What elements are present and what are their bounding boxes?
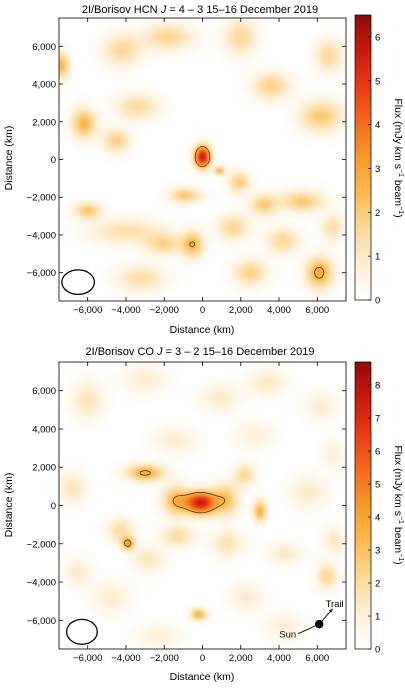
x-axis-label: Distance (km) [170,324,235,336]
x-tick-label: −6,000 [73,305,102,316]
colorbar-tick-label: 5 [375,76,380,87]
y-axis-label: Distance (km) [3,473,15,538]
colorbar-label: Flux (mJy km s−1 beam−1) [392,98,404,217]
x-tick-label: 0 [200,653,205,664]
y-tick-label: 6,000 [32,42,56,53]
sun-label: Sun [279,630,296,641]
y-tick-label: 4,000 [32,80,56,91]
comet-nucleus-dot [315,619,324,629]
x-tick-label: 6,000 [305,305,329,316]
y-tick-label: −4,000 [27,578,56,589]
y-tick-label: 0 [51,155,56,166]
trail-arrowhead [328,608,333,613]
x-tick-label: −6,000 [73,653,102,664]
co-panel: 2I/Borisov CO J = 3 – 2 15–16 December 2… [3,346,404,683]
heatmap-plot: −6,000 −4,000 −2,000 0 2,000 4,000 6,000 −6,000… [27,361,347,664]
colorbar-tick-label: 1 [375,252,380,263]
x-tick-label: 4,000 [267,305,291,316]
colorbar-tick-label: 0 [375,296,380,307]
y-tick-label: 4,000 [32,424,56,435]
colorbar-tick-label: 7 [375,414,380,425]
significance-contour [124,470,226,547]
flux-map [59,362,346,649]
heatmap-plot: −6,000 −4,000 −2,000 0 2,000 4,000 6,000 −6,000… [27,17,347,316]
y-tick-label: 0 [51,501,56,512]
chart-title: 2I/Borisov CO J = 3 – 2 15–16 December 2… [85,346,314,358]
colorbar-tick-label: 2 [375,208,380,219]
colorbar-tick-label: 8 [375,381,380,392]
chart-title: 2I/Borisov HCN J = 4 – 3 15–16 December … [82,4,318,16]
beam-ellipse [61,269,96,296]
x-tick-label: 2,000 [229,305,253,316]
colorbar-tick-label: 4 [375,120,380,131]
colorbar-tick-label: 0 [375,645,380,656]
colorbar: 0 1 2 3 4 5 6 7 8 [354,361,380,656]
colorbar-tick-label: 5 [375,480,380,491]
colorbar-tick-label: 2 [375,579,380,590]
colorbar-label: Flux (mJy km s−1 beam−1) [392,445,404,564]
colorbar: 0 1 2 3 4 5 6 [354,14,380,307]
flux-map [59,18,346,301]
colorbar-gradient [354,14,372,301]
x-tick-label: 6,000 [305,653,329,664]
hcn-panel: 2I/Borisov HCN J = 4 – 3 15–16 December … [3,4,404,336]
y-tick-label: −2,000 [27,539,56,550]
y-tick-label: −4,000 [27,230,56,241]
y-tick-label: −2,000 [27,193,56,204]
x-tick-label: −2,000 [150,653,179,664]
beam-ellipse [66,618,98,645]
colorbar-tick-label: 3 [375,164,380,175]
colorbar-tick-label: 3 [375,546,380,557]
x-tick-label: 2,000 [229,653,253,664]
x-tick-label: 4,000 [267,653,291,664]
trail-label: Trail [326,599,344,610]
colorbar-tick-label: 6 [375,32,380,43]
y-tick-label: −6,000 [27,616,56,627]
colorbar-tick-label: 4 [375,513,380,524]
x-tick-label: −2,000 [150,305,179,316]
colorbar-tick-label: 1 [375,612,380,623]
x-tick-label: 0 [200,305,205,316]
y-axis-label: Distance (km) [3,126,15,191]
y-tick-label: 2,000 [32,463,56,474]
y-tick-label: −6,000 [27,268,56,279]
x-tick-label: −4,000 [111,305,140,316]
x-tick-label: −4,000 [111,653,140,664]
y-tick-label: 2,000 [32,117,56,128]
colorbar-gradient [354,361,372,650]
colorbar-tick-label: 6 [375,447,380,458]
y-tick-label: 6,000 [32,386,56,397]
significance-contour [189,146,325,279]
x-axis-label: Distance (km) [170,671,235,683]
